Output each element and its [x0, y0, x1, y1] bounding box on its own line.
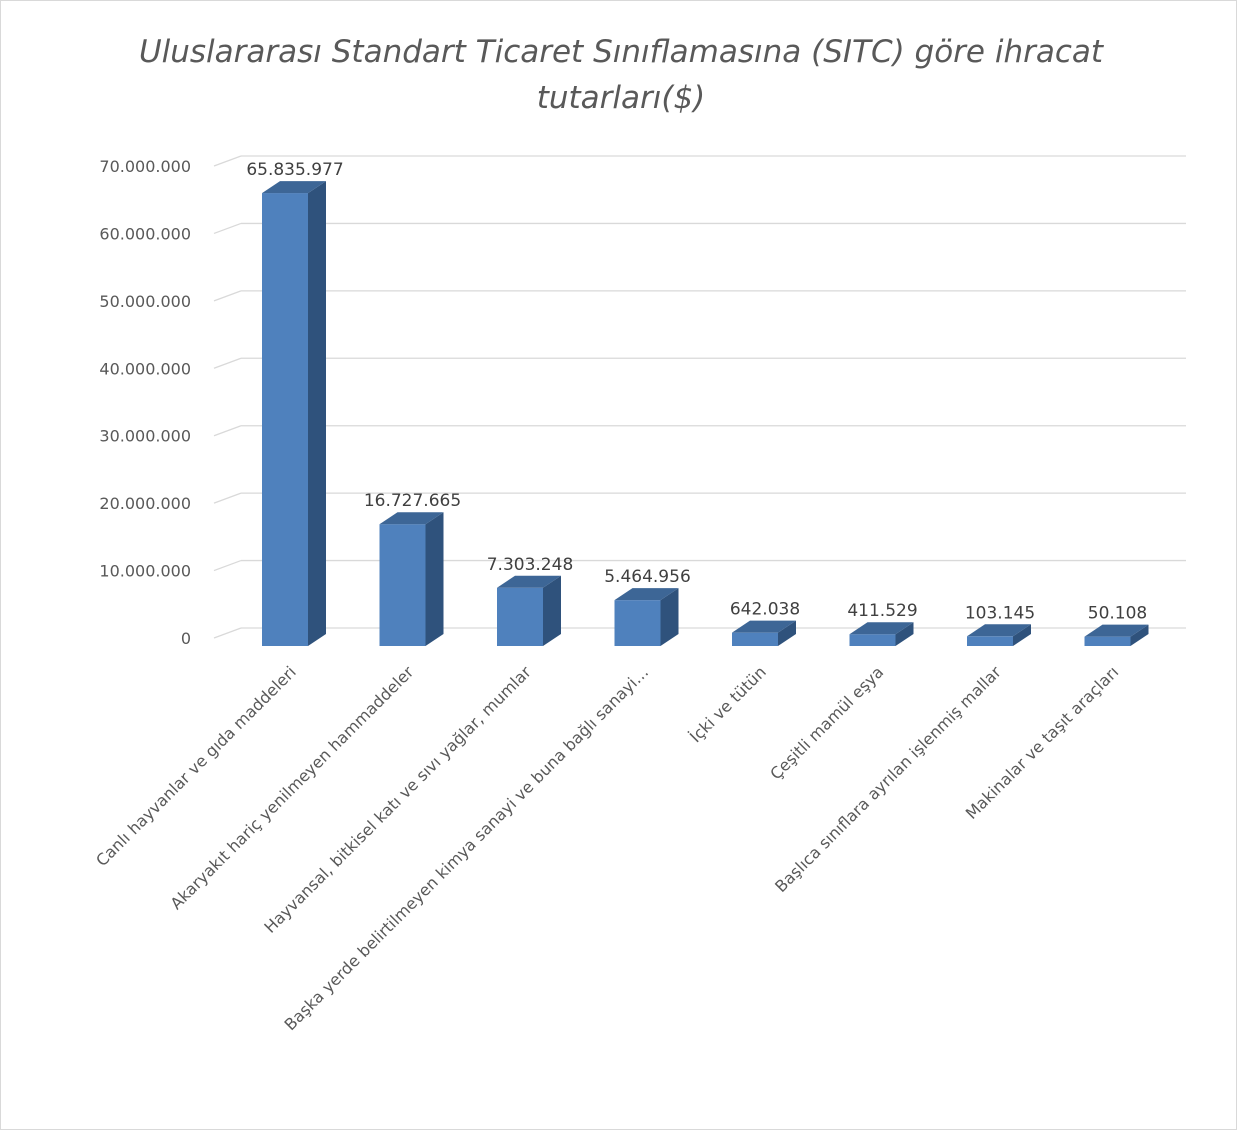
bar-top — [967, 624, 1031, 637]
category-label: Akaryakıt hariç yenilmeyen hammaddeler — [166, 662, 417, 913]
data-label: 16.727.665 — [364, 491, 461, 511]
bar-front — [1084, 636, 1131, 646]
bar — [967, 624, 1031, 646]
gridline-diag — [213, 155, 242, 167]
gridlines — [213, 155, 1186, 639]
gridline-diag — [213, 559, 242, 572]
bar-front — [967, 636, 1013, 646]
data-label: 411.529 — [847, 601, 917, 621]
data-label: 50.108 — [1088, 604, 1147, 624]
bar-front — [732, 632, 778, 646]
bar-side — [660, 588, 679, 646]
gridline-diag — [213, 290, 242, 302]
bar-top — [379, 512, 444, 525]
category-label: Başlıca sınıflara ayrılan işlenmiş malla… — [771, 662, 1005, 896]
data-labels: 65.835.977 16.727.665 7.303.248 5.464.956 64… — [246, 160, 1147, 624]
chart-title: Uluslararası Standart Ticaret Sınıflamas… — [138, 34, 1104, 116]
bar — [1084, 624, 1149, 646]
bars — [262, 181, 1149, 647]
y-tick-label: 30.000.000 — [99, 427, 191, 446]
bar-side — [778, 620, 796, 646]
y-tick-label: 10.000.000 — [99, 562, 191, 581]
data-label: 103.145 — [965, 603, 1035, 623]
bar-front — [849, 634, 896, 646]
bar-top — [497, 575, 561, 588]
bar — [262, 181, 326, 647]
data-label: 642.038 — [730, 600, 800, 620]
bar-top — [732, 620, 796, 633]
gridline-diag — [213, 492, 242, 504]
y-tick-label: 60.000.000 — [99, 224, 191, 243]
category-label: Çeşitli mamül eşya — [766, 662, 887, 783]
bar — [379, 512, 444, 646]
y-tick-label: 40.000.000 — [99, 359, 191, 378]
bar-top — [262, 181, 326, 194]
y-tick-label: 70.000.000 — [99, 157, 191, 176]
category-label: Hayvansal, bitkisel katı ve sıvı yağlar,… — [260, 662, 535, 937]
bar-side — [1013, 624, 1031, 646]
gridline-diag — [213, 425, 242, 437]
bar-side — [1130, 624, 1149, 646]
bar-top — [614, 588, 679, 601]
bar-front — [379, 524, 426, 646]
bar-side — [895, 622, 914, 646]
category-labels: Canlı hayvanlar ve gıda maddeleriAkaryak… — [92, 662, 1122, 1034]
gridline-diag — [213, 627, 242, 639]
bar-front — [262, 193, 308, 647]
y-tick-label: 20.000.000 — [99, 494, 191, 513]
y-tick-label: 50.000.000 — [99, 292, 191, 311]
bar-side — [308, 181, 326, 647]
bar-front — [614, 600, 661, 646]
bar-top — [849, 622, 914, 635]
bar-top — [1084, 624, 1149, 637]
bar-side — [425, 512, 444, 646]
bar — [732, 620, 796, 646]
category-label: İçki ve tütün — [686, 662, 770, 746]
category-label: Canlı hayvanlar ve gıda maddeleri — [92, 662, 300, 870]
data-label: 65.835.977 — [246, 160, 343, 180]
bar-side — [543, 575, 561, 646]
gridline-diag — [213, 357, 242, 369]
bar — [849, 622, 914, 646]
gridline-diag — [213, 222, 242, 235]
data-label: 5.464.956 — [604, 567, 691, 587]
y-axis-ticks: 0 10.000.000 20.000.000 30.000.000 40.000.00… — [99, 157, 191, 648]
y-tick-label: 0 — [181, 629, 191, 648]
bar — [614, 588, 679, 646]
data-label: 7.303.248 — [487, 555, 574, 575]
bar — [497, 575, 561, 646]
bar-front — [497, 587, 543, 646]
